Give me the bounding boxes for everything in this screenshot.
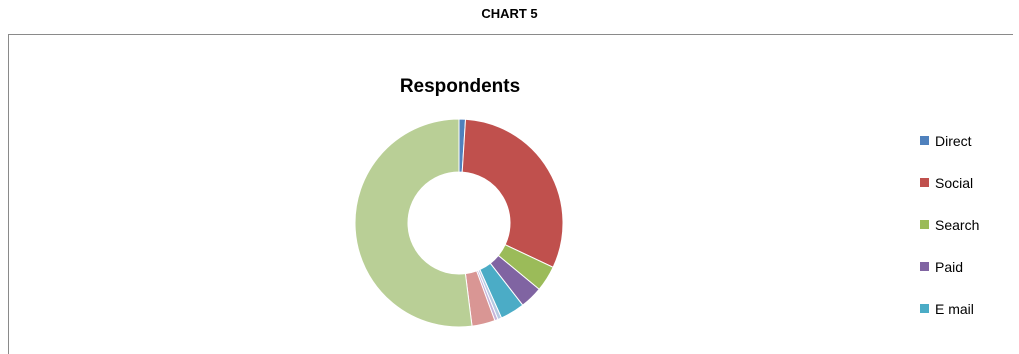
legend-label: Social <box>935 174 974 191</box>
legend-item-social: Social <box>920 172 979 193</box>
legend-swatch <box>920 262 929 271</box>
donut-slice-social <box>461 118 564 268</box>
legend-label: Search <box>935 216 980 233</box>
chart-title: Respondents <box>399 76 521 97</box>
chart-legend: Direct Social Search Paid E mail <box>920 130 979 340</box>
legend-item-search: Search <box>920 214 979 235</box>
legend-swatch <box>920 136 929 145</box>
donut-slice-segment-9 <box>354 118 473 328</box>
legend-item-direct: Direct <box>920 130 979 151</box>
legend-swatch <box>920 220 929 229</box>
legend-swatch <box>920 178 929 187</box>
legend-label: Paid <box>935 258 964 275</box>
legend-item-paid: Paid <box>920 256 979 277</box>
chart-caption: CHART 5 <box>481 6 538 21</box>
legend-label: E mail <box>935 300 974 317</box>
chart-frame <box>8 34 1013 354</box>
legend-swatch <box>920 304 929 313</box>
legend-item-e-mail: E mail <box>920 298 979 319</box>
legend-label: Direct <box>935 132 972 149</box>
